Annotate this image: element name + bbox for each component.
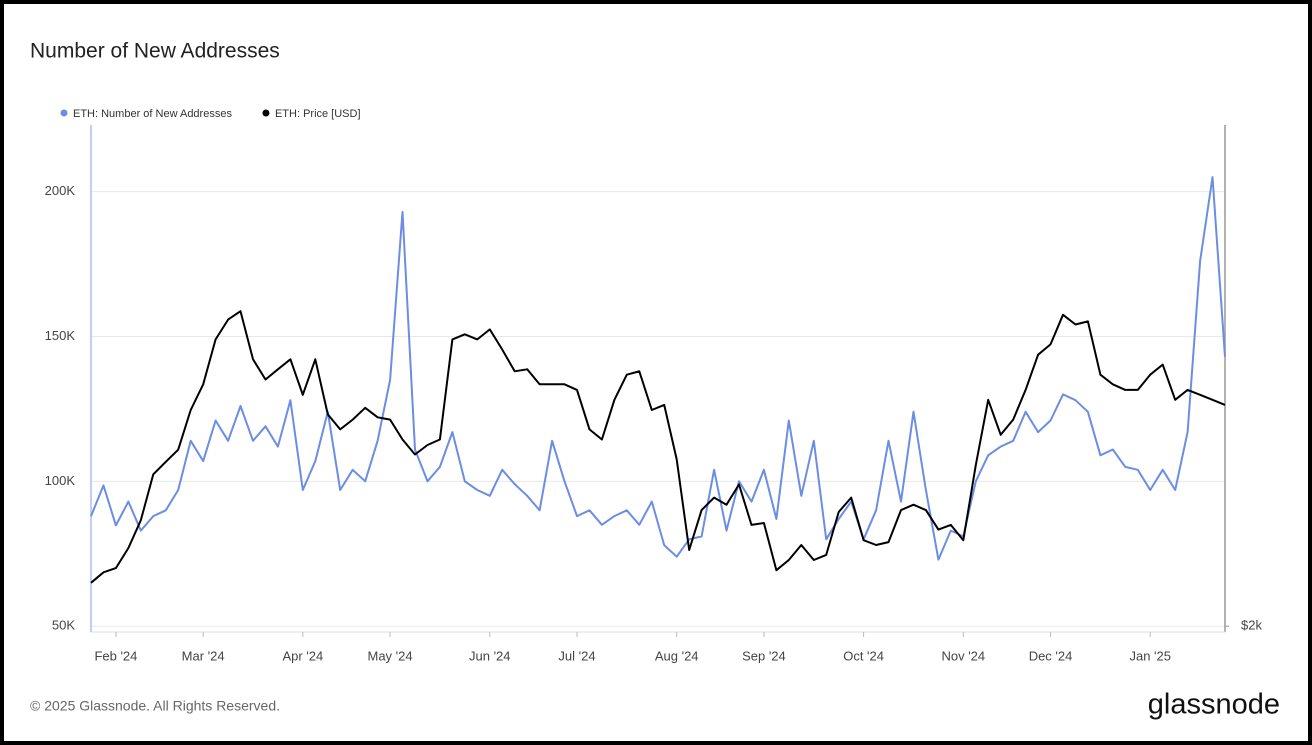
x-tick-label: Aug '24	[655, 648, 699, 663]
x-tick-label: Sep '24	[742, 648, 786, 663]
legend-label: ETH: Price [USD]	[275, 108, 361, 120]
copyright: © 2025 Glassnode. All Rights Reserved.	[30, 698, 280, 714]
x-tick-label: Jun '24	[469, 648, 511, 663]
x-tick-label: Oct '24	[843, 648, 884, 663]
x-tick-label: Jul '24	[558, 648, 595, 663]
legend-marker	[262, 109, 270, 117]
x-tick-label: Jan '25	[1129, 648, 1171, 663]
y-tick-label: 200K	[45, 183, 76, 198]
y-tick-label: 150K	[45, 328, 76, 343]
chart-title: Number of New Addresses	[30, 40, 280, 63]
x-tick-label: Apr '24	[282, 648, 323, 663]
x-tick-label: Mar '24	[182, 648, 225, 663]
y-tick-label: 50K	[52, 618, 75, 633]
legend-marker	[60, 109, 68, 117]
series-line	[90, 310, 1226, 584]
series-line	[90, 176, 1226, 561]
x-tick-label: May '24	[368, 648, 413, 663]
x-tick-label: Dec '24	[1029, 648, 1073, 663]
x-tick-label: Feb '24	[94, 648, 137, 663]
y2-tick-label: $2k	[1241, 618, 1262, 633]
legend-label: ETH: Number of New Addresses	[73, 108, 232, 120]
logo: glassnode	[1148, 689, 1280, 721]
background	[4, 4, 1308, 741]
y-tick-label: 100K	[45, 473, 76, 488]
x-tick-label: Nov '24	[941, 648, 985, 663]
